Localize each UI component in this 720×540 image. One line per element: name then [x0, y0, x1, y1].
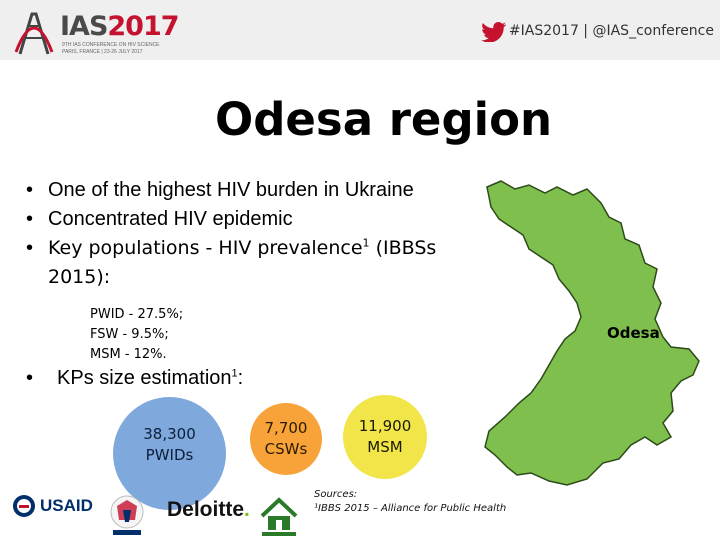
- kp-prevalence-label: Key populations - HIV prevalence: [48, 237, 363, 259]
- csw-count: 7,700: [264, 419, 308, 437]
- pwid-label: PWIDs: [145, 445, 194, 464]
- odesa-region-shape: [484, 180, 700, 486]
- twitter-handle: #IAS2017 | @IAS_conference: [481, 22, 714, 42]
- sources-title: Sources:: [314, 489, 358, 500]
- bullet-dot: •: [26, 208, 34, 230]
- prevalence-pwid: PWID - 27.5%;: [90, 307, 184, 322]
- bullet-item: • Concentrated HIV epidemic: [26, 205, 506, 234]
- slide-title: Odesa region: [214, 93, 553, 146]
- pwid-count: 38,300: [143, 424, 196, 443]
- bullet-item: • Key populations - HIV prevalence1 (IBB…: [26, 234, 506, 292]
- prevalence-msm: MSM - 12%.: [90, 347, 167, 362]
- odesa-region-map: [484, 180, 700, 486]
- logo-wordmark: IAS2017: [60, 11, 180, 42]
- pwid-circle: 38,300 PWIDs: [113, 397, 226, 510]
- bullet-text-kp: Key populations - HIV prevalence1 (IBBSs…: [48, 234, 436, 292]
- logo-subtitle-1: 9TH IAS CONFERENCE ON HIV SCIENCE: [62, 42, 160, 48]
- footnote-ref: 1: [231, 367, 238, 380]
- bullet-dot: •: [26, 179, 34, 201]
- bullet-dot: •: [26, 367, 34, 389]
- bullet-list: • One of the highest HIV burden in Ukrain…: [26, 176, 506, 292]
- twitter-text: #IAS2017 | @IAS_conference: [508, 23, 714, 39]
- ias-logo: IAS2017 9TH IAS CONFERENCE ON HIV SCIENC…: [12, 8, 202, 56]
- footnote-ref: 1: [362, 236, 370, 250]
- logo-subtitle-2: PARIS, FRANCE | 23-26 JULY 2017: [62, 49, 143, 55]
- usaid-logo: USAID: [12, 494, 93, 518]
- pepfar-logo-icon: [110, 495, 144, 535]
- header-bar: IAS2017 9TH IAS CONFERENCE ON HIV SCIENC…: [0, 0, 720, 60]
- twitter-bird-icon: [481, 22, 507, 42]
- kp-size-text: KPs size estimation: [57, 367, 232, 389]
- usaid-seal-icon: [13, 495, 35, 517]
- bullet-text: Concentrated HIV epidemic: [48, 208, 293, 230]
- deloitte-logo: Deloitte.: [167, 498, 250, 522]
- eiffel-tower-icon: [14, 12, 54, 55]
- logo-year: 2017: [107, 11, 179, 42]
- msm-circle: 11,900 MSM: [343, 395, 427, 479]
- sources-line: ¹IBBS 2015 – Alliance for Public Health: [314, 503, 507, 514]
- way-home-logo-icon: [260, 497, 298, 536]
- msm-label: MSM: [367, 438, 403, 456]
- bullet-item: • One of the highest HIV burden in Ukrain…: [26, 176, 506, 205]
- sponsor-logos: USAID Deloitte.: [0, 490, 300, 540]
- msm-count: 11,900: [358, 417, 412, 435]
- kp-colon: :: [237, 367, 244, 389]
- ibbs-label: (IBBSs: [369, 237, 437, 259]
- pwid-text: 38,300 PWIDs: [143, 424, 196, 466]
- bullet-dot: •: [26, 237, 34, 259]
- csw-circle: 7,700 CSWs: [250, 403, 322, 475]
- logo-text: IAS: [60, 11, 108, 42]
- prevalence-fsw: FSW - 9.5%;: [90, 327, 169, 342]
- sources-note: Sources: ¹IBBS 2015 – Alliance for Publi…: [314, 488, 506, 516]
- prevalence-list: PWID - 27.5%; FSW - 9.5%; MSM - 12%.: [90, 305, 183, 365]
- map-label-odesa: Odesa: [607, 324, 660, 342]
- usaid-text: USAID: [40, 496, 93, 515]
- bullet-text: One of the highest HIV burden in Ukraine: [48, 179, 414, 201]
- csw-label: CSWs: [264, 440, 308, 458]
- ibbs-year: 2015):: [48, 266, 111, 288]
- deloitte-dot: .: [244, 498, 250, 521]
- kp-size-heading: • KPs size estimation1:: [26, 367, 243, 390]
- deloitte-text: Deloitte: [167, 498, 245, 521]
